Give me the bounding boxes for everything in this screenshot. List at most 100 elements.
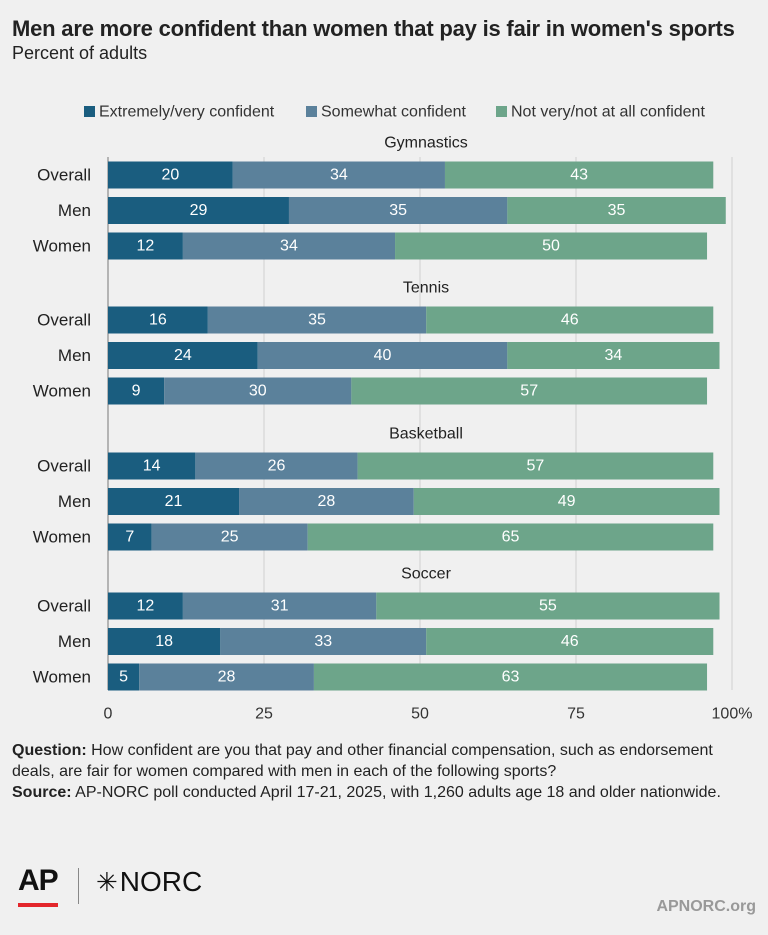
data-label: 28 xyxy=(318,493,336,510)
data-label: 63 xyxy=(502,669,520,686)
row-label: Men xyxy=(58,632,91,651)
bar-segment xyxy=(139,663,314,691)
bar-segment xyxy=(108,306,208,334)
data-label: 7 xyxy=(125,529,134,546)
bar-segment xyxy=(426,306,714,334)
chart-subtitle: Percent of adults xyxy=(12,43,148,63)
bar-segment xyxy=(426,628,714,655)
legend-swatch xyxy=(84,106,95,117)
data-label: 14 xyxy=(143,458,161,475)
bar-segment xyxy=(108,342,258,369)
row-label: Overall xyxy=(37,166,91,185)
data-label: 20 xyxy=(162,167,180,184)
row-label: Men xyxy=(58,346,91,365)
data-label: 24 xyxy=(174,347,192,364)
bar-segment xyxy=(108,628,221,655)
legend-swatch xyxy=(496,106,507,117)
logo-divider xyxy=(78,868,79,904)
group-title: Gymnastics xyxy=(384,135,468,152)
data-label: 25 xyxy=(221,529,239,546)
norc-star-icon: ✳ xyxy=(96,867,118,897)
data-label: 26 xyxy=(268,458,286,475)
row-label: Men xyxy=(58,201,91,220)
bar-segment xyxy=(108,452,196,480)
bar-segment xyxy=(108,488,240,515)
bar-segment xyxy=(151,523,308,551)
legend-label: Extremely/very confident xyxy=(99,104,275,121)
x-tick-label: 25 xyxy=(255,706,273,723)
question-text: How confident are you that pay and other… xyxy=(12,742,713,780)
bar-segment xyxy=(395,232,708,260)
data-label: 57 xyxy=(520,383,538,400)
norc-logo: ✳NORC xyxy=(96,866,202,898)
group-title: Tennis xyxy=(403,280,449,297)
data-label: 57 xyxy=(527,458,545,475)
question-label: Question: xyxy=(12,742,87,759)
bar-segment xyxy=(507,197,726,224)
row-label: Men xyxy=(58,492,91,511)
bar-segment xyxy=(357,452,714,480)
bar-segment xyxy=(307,523,714,551)
data-label: 31 xyxy=(271,598,289,615)
row-label: Women xyxy=(33,668,91,687)
row-label: Overall xyxy=(37,457,91,476)
stacked-bar-chart: 0 25 50 75 100%Extremely/very confident Somew… xyxy=(33,104,753,723)
site-url: APNORC.org xyxy=(656,898,756,915)
bar-segment xyxy=(288,197,508,224)
bar-segment xyxy=(376,592,720,620)
bar-segment xyxy=(313,663,708,691)
bar-segment xyxy=(182,592,377,620)
group-title: Basketball xyxy=(389,426,463,443)
ap-logo-underline xyxy=(18,903,58,907)
bar-segment xyxy=(220,628,427,655)
data-label: 34 xyxy=(280,238,298,255)
data-label: 34 xyxy=(605,347,623,364)
data-label: 9 xyxy=(132,383,141,400)
bar-segment xyxy=(507,342,720,369)
data-label: 35 xyxy=(389,202,407,219)
data-label: 12 xyxy=(137,598,155,615)
bar-segment xyxy=(108,592,183,620)
bar-segment xyxy=(413,488,720,515)
data-label: 35 xyxy=(608,202,626,219)
data-label: 40 xyxy=(374,347,392,364)
bar-segment xyxy=(108,232,183,260)
chart-title: Men are more confident than women that p… xyxy=(12,16,735,41)
data-label: 16 xyxy=(149,312,167,329)
x-tick-label: 75 xyxy=(567,706,585,723)
norc-logo-text: NORC xyxy=(119,866,203,897)
source-text: AP-NORC poll conducted April 17-21, 2025… xyxy=(75,784,721,801)
group-title: Soccer xyxy=(401,566,451,583)
bar-segment xyxy=(207,306,427,334)
bar-segment xyxy=(195,452,358,480)
data-label: 65 xyxy=(502,529,520,546)
bar-segment xyxy=(239,488,414,515)
row-label: Women xyxy=(33,237,91,256)
row-label: Overall xyxy=(37,597,91,616)
data-label: 5 xyxy=(119,669,128,686)
x-tick-label: 50 xyxy=(411,706,429,723)
bar-segment xyxy=(108,161,233,189)
data-label: 33 xyxy=(314,633,332,650)
bar-segment xyxy=(108,663,140,691)
data-label: 12 xyxy=(137,238,155,255)
legend-label: Not very/not at all confident xyxy=(511,104,705,121)
logos: AP ✳NORC xyxy=(12,862,312,912)
data-label: 43 xyxy=(570,167,588,184)
legend-swatch xyxy=(306,106,317,117)
bar-segment xyxy=(108,523,152,551)
x-tick-label: 0 xyxy=(104,706,113,723)
bar-segment xyxy=(164,377,352,405)
bar-segment xyxy=(182,232,396,260)
data-label: 46 xyxy=(561,312,579,329)
data-label: 29 xyxy=(190,202,208,219)
bar-segment xyxy=(108,377,165,405)
data-label: 18 xyxy=(155,633,173,650)
data-label: 49 xyxy=(558,493,576,510)
bar-segment xyxy=(351,377,708,405)
bar-segment xyxy=(257,342,508,369)
ap-logo: AP xyxy=(18,864,59,897)
legend-label: Somewhat confident xyxy=(321,104,467,121)
data-label: 28 xyxy=(218,669,236,686)
data-label: 35 xyxy=(308,312,326,329)
